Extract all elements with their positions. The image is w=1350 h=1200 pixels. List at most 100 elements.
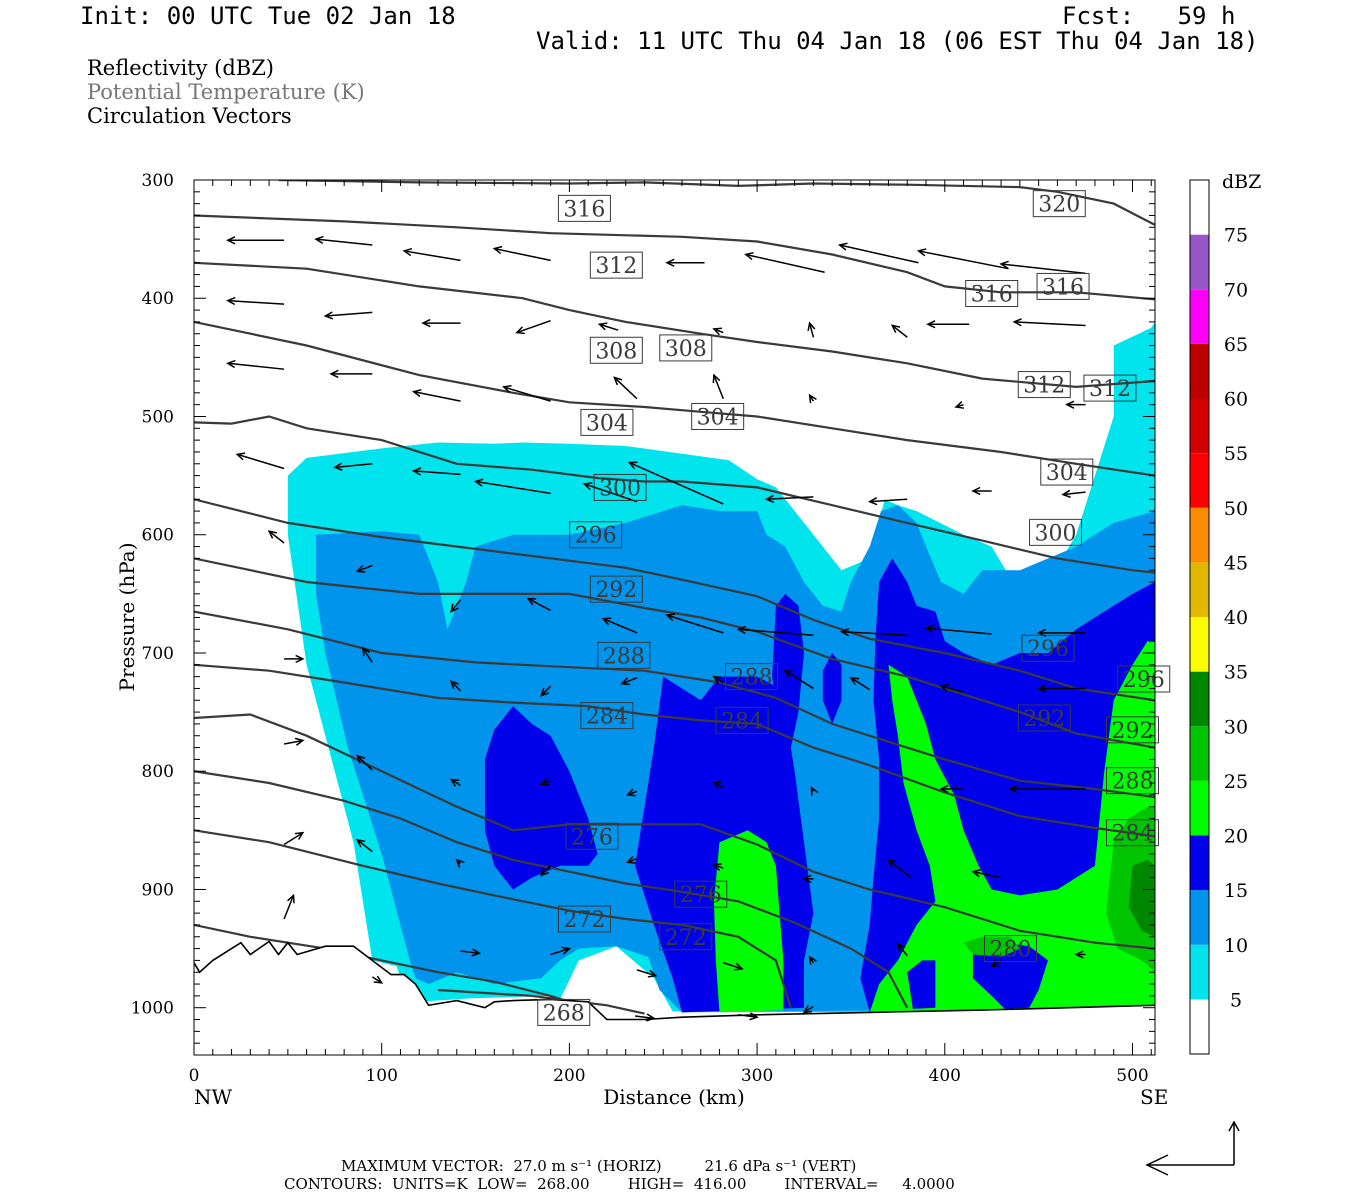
colorbar-swatch (1190, 726, 1209, 781)
svg-text:308: 308 (665, 337, 707, 362)
circulation-vector (226, 236, 285, 245)
colorbar-tick-label: 10 (1224, 935, 1248, 957)
circulation-vector (502, 384, 551, 402)
circulation-vector (492, 245, 551, 262)
x-axis-title: Distance (km) (603, 1085, 745, 1109)
svg-text:304: 304 (1046, 461, 1088, 486)
svg-text:312: 312 (1023, 374, 1065, 399)
circulation-vector (601, 617, 638, 634)
colorbar-tick-label: 20 (1224, 826, 1248, 848)
svg-text:312: 312 (595, 254, 637, 279)
circulation-vector (314, 235, 373, 246)
theta-contour-label: 296 (569, 521, 623, 549)
colorbar-swatch (1190, 999, 1209, 1054)
colorbar-swatch (1190, 507, 1209, 563)
colorbar-swatch (1190, 835, 1209, 891)
circulation-vector (449, 778, 461, 787)
svg-text:300: 300 (599, 476, 641, 501)
svg-text:312: 312 (1089, 377, 1131, 402)
circulation-vector (939, 683, 964, 693)
colorbar-swatch (1190, 234, 1209, 290)
legend-circulation-vectors: Circulation Vectors (87, 104, 292, 128)
svg-text:292: 292 (595, 578, 637, 603)
circulation-vector (284, 654, 305, 664)
theta-contour-280 (194, 770, 909, 1009)
colorbar-swatch (1190, 780, 1209, 836)
circulation-vector (323, 311, 373, 320)
theta-contour-label: 304 (691, 402, 745, 430)
svg-text:316: 316 (1042, 275, 1084, 300)
theta-contour-292 (194, 610, 1155, 799)
circulation-vector (712, 373, 724, 400)
colorbar-tick-label: 75 (1224, 225, 1248, 247)
reflectivity-region-25dbz (963, 936, 1020, 957)
theta-contour-312 (194, 261, 1155, 389)
theta-contour-label: 284 (1105, 819, 1159, 847)
svg-text:276: 276 (571, 825, 613, 850)
svg-text:316: 316 (971, 283, 1013, 308)
circulation-vector (665, 258, 705, 267)
y-tick-label: 400 (142, 289, 174, 309)
circulation-vector (810, 786, 819, 796)
theta-contour-label: 272 (659, 923, 713, 951)
theta-contour-label: 304 (580, 408, 634, 436)
theta-contour-label: 316 (1036, 272, 1090, 300)
colorbar-tick-label: 30 (1224, 716, 1248, 738)
circulation-vector (620, 677, 638, 686)
circulation-vector (887, 858, 912, 879)
theta-contour-320 (278, 180, 1155, 226)
circulation-vector (526, 597, 551, 612)
reflectivity-region-20dbz (713, 830, 784, 1013)
circulation-vector (226, 359, 285, 370)
theta-contour-label: 292 (589, 575, 643, 603)
circulation-vector (355, 564, 373, 573)
circulation-vector (473, 478, 551, 495)
colorbar-tick-label: 60 (1224, 389, 1248, 411)
x-tick-label: 500 (1116, 1066, 1148, 1086)
circulation-vector (837, 242, 919, 264)
colorbar-swatch (1190, 343, 1209, 399)
circulation-vector (1008, 784, 1086, 794)
circulation-vector (455, 858, 465, 868)
colorbar-tick-label: 40 (1224, 607, 1248, 629)
y-tick-label: 500 (142, 407, 174, 427)
circulation-vector (550, 946, 572, 956)
circulation-vector (807, 321, 816, 338)
circulation-vector (1074, 950, 1086, 959)
theta-contour-label: 316 (557, 194, 611, 222)
svg-text:292: 292 (1111, 719, 1153, 744)
svg-text:308: 308 (595, 339, 637, 364)
circulation-vector (333, 462, 373, 471)
circulation-vector (896, 942, 908, 957)
colorbar-frame (1189, 179, 1210, 1055)
circulation-vector (1061, 489, 1086, 498)
circulation-vector (712, 327, 724, 336)
circulation-vector (402, 247, 461, 262)
circulation-vector (736, 625, 814, 636)
circulation-vector (802, 874, 814, 883)
colorbar-swatch (1190, 944, 1209, 1000)
x-tick-label: 200 (553, 1066, 585, 1086)
svg-text:296: 296 (1123, 668, 1165, 693)
theta-contour-label: 292 (1017, 704, 1071, 732)
circulation-vector (355, 838, 373, 853)
theta-contour-label: 312 (1017, 371, 1071, 399)
colorbar-tick-label: 5 (1230, 989, 1242, 1011)
circulation-vector (539, 777, 551, 786)
circulation-vector (764, 494, 814, 504)
svg-text:288: 288 (1111, 770, 1153, 795)
circulation-vector (540, 685, 552, 697)
circulation-vector (890, 324, 908, 338)
theta-contour-label: 316 (965, 280, 1019, 308)
theta-contour-label: 284 (715, 706, 769, 734)
circulation-vector (235, 452, 285, 470)
theta-contour-label: 288 (597, 641, 651, 669)
circulation-vector (971, 869, 1002, 879)
circulation-vector (411, 388, 461, 402)
colorbar-tick-label: 45 (1224, 552, 1248, 574)
reference-vector-icon (1145, 1120, 1240, 1176)
theta-contour-308 (194, 320, 1155, 477)
theta-contour-label: 268 (537, 998, 591, 1026)
circulation-vector (712, 780, 724, 790)
circulation-vector (226, 296, 285, 306)
